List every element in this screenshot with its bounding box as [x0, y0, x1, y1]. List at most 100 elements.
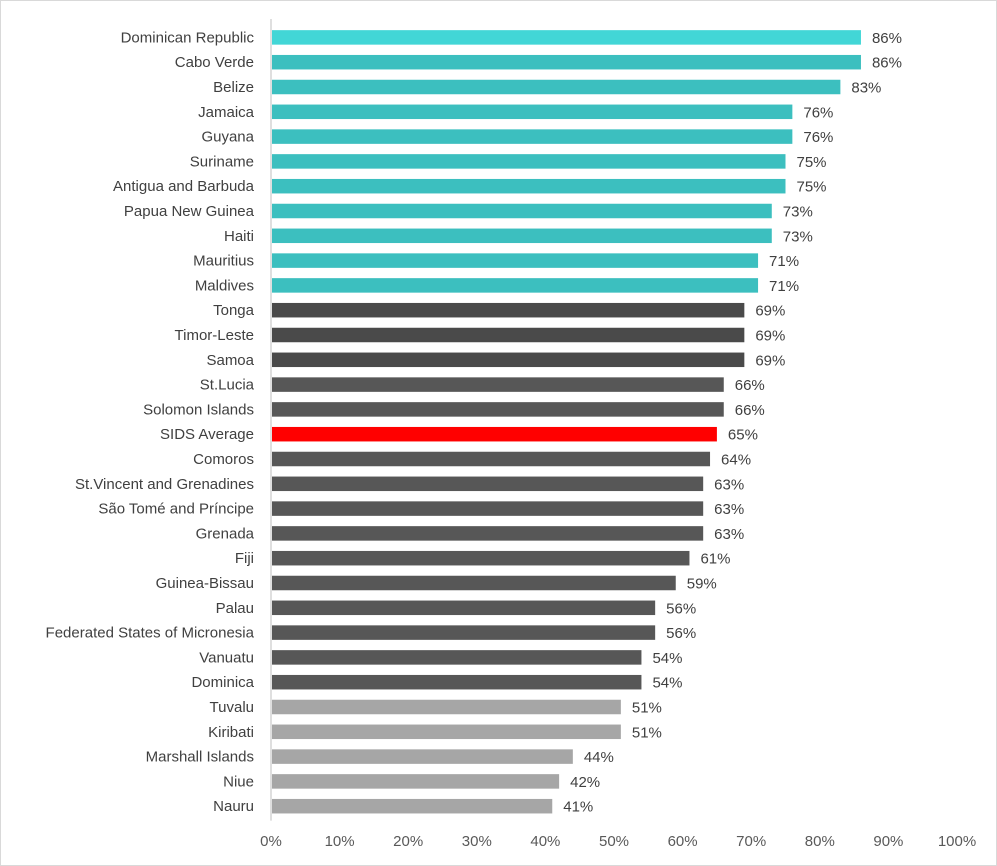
x-tick-label: 90%	[873, 833, 903, 850]
category-label: Tonga	[213, 302, 255, 319]
x-tick-label: 70%	[736, 833, 766, 850]
bar	[272, 674, 642, 690]
bar	[272, 774, 560, 789]
data-label: 76%	[803, 104, 833, 121]
category-label: Samoa	[206, 352, 254, 369]
category-label: Guyana	[201, 129, 254, 146]
x-tick-label: 20%	[393, 833, 423, 850]
data-label: 71%	[769, 278, 799, 295]
bar	[272, 79, 841, 95]
bar	[272, 501, 704, 516]
x-tick-label: 10%	[325, 833, 355, 850]
data-label: 86%	[872, 55, 902, 72]
category-label: Niue	[223, 773, 254, 790]
category-label: Marshall Islands	[146, 749, 254, 766]
category-label: Guinea-Bissau	[156, 575, 254, 592]
data-label: 75%	[797, 154, 827, 171]
data-label: 66%	[735, 377, 765, 394]
category-label: Federated States of Micronesia	[46, 625, 255, 642]
category-label: SIDS Average	[160, 426, 254, 443]
bar	[272, 625, 656, 640]
category-label: Kiribati	[208, 724, 254, 741]
x-tick-label: 0%	[260, 833, 282, 850]
x-tick-label: 30%	[462, 833, 492, 850]
bar	[272, 575, 676, 591]
data-label: 51%	[632, 700, 662, 717]
x-tick-label: 100%	[938, 833, 976, 850]
data-label: 59%	[687, 576, 717, 593]
category-label: Maldives	[195, 277, 254, 294]
category-label: Cabo Verde	[175, 54, 254, 71]
bar	[272, 154, 786, 169]
bar	[272, 352, 745, 368]
bar	[272, 278, 759, 293]
data-label: 54%	[652, 650, 682, 667]
category-label: Fiji	[235, 550, 254, 567]
bar	[272, 699, 621, 715]
category-label: Grenada	[196, 525, 255, 542]
bar	[272, 228, 772, 244]
data-label: 73%	[783, 204, 813, 221]
data-label: 86%	[872, 30, 902, 47]
data-label: 61%	[700, 551, 730, 568]
bar	[272, 650, 642, 665]
bar	[272, 402, 724, 417]
bar	[272, 451, 711, 467]
category-label: Suriname	[190, 153, 254, 170]
bar	[272, 327, 745, 343]
x-tick-label: 80%	[805, 833, 835, 850]
data-label: 63%	[714, 476, 744, 493]
bar	[272, 203, 772, 219]
category-label: Belize	[213, 79, 254, 96]
category-label: Vanuatu	[199, 649, 254, 666]
bar	[272, 104, 793, 120]
data-label: 66%	[735, 402, 765, 419]
category-label: Timor-Leste	[175, 327, 254, 344]
category-label: Antigua and Barbuda	[113, 178, 255, 195]
category-label: São Tomé and Príncipe	[98, 501, 254, 518]
data-label: 65%	[728, 427, 758, 444]
bar	[272, 526, 704, 541]
bar	[272, 54, 861, 70]
x-tick-label: 50%	[599, 833, 629, 850]
bar	[272, 426, 717, 442]
category-label: Jamaica	[198, 104, 255, 121]
category-label: Papua New Guinea	[124, 203, 255, 220]
category-label: St.Vincent and Grenadines	[75, 476, 254, 493]
bar	[272, 798, 553, 814]
data-label: 41%	[563, 799, 593, 816]
data-label: 73%	[783, 228, 813, 245]
x-tick-label: 60%	[668, 833, 698, 850]
data-label: 69%	[755, 303, 785, 320]
category-label: Palau	[216, 600, 254, 617]
bar	[272, 253, 759, 268]
data-label: 56%	[666, 625, 696, 642]
category-label: Tuvalu	[210, 699, 254, 716]
data-label: 54%	[652, 675, 682, 692]
data-label: 64%	[721, 452, 751, 469]
bar	[272, 724, 621, 740]
data-label: 71%	[769, 253, 799, 270]
category-label: Mauritius	[193, 253, 254, 270]
category-label: Nauru	[213, 798, 254, 815]
bar	[272, 302, 745, 318]
data-label: 69%	[755, 328, 785, 345]
category-label: Dominica	[191, 674, 254, 691]
category-label: Solomon Islands	[143, 401, 254, 418]
x-tick-label: 40%	[530, 833, 560, 850]
data-label: 42%	[570, 774, 600, 791]
category-label: Comoros	[193, 451, 254, 468]
bar	[272, 600, 656, 616]
bar	[272, 550, 690, 566]
bar	[272, 30, 861, 45]
data-label: 63%	[714, 501, 744, 518]
data-label: 75%	[797, 179, 827, 196]
bar	[272, 129, 793, 144]
category-label: Haiti	[224, 228, 254, 245]
data-label: 51%	[632, 724, 662, 741]
bar	[272, 749, 573, 764]
data-label: 69%	[755, 352, 785, 369]
bar	[272, 178, 786, 194]
